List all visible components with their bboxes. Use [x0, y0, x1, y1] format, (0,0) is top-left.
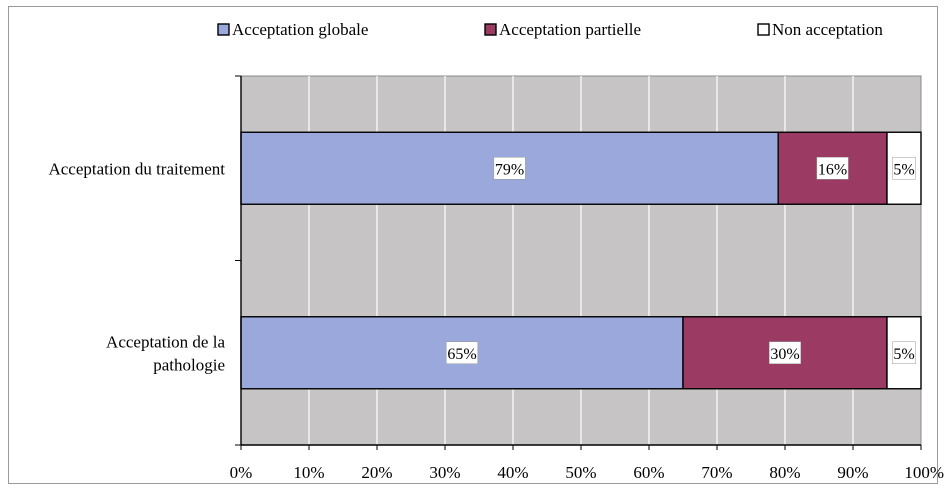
category-label: Acceptation du traitement: [48, 159, 225, 178]
data-label: 65%: [447, 346, 476, 363]
data-label-box: [816, 157, 849, 180]
legend-label: Acceptation globale: [232, 20, 368, 39]
x-tick-label: 0%: [230, 463, 253, 482]
x-tick-label: 70%: [701, 463, 732, 482]
data-label: 30%: [770, 346, 799, 363]
data-label: 5%: [893, 161, 914, 178]
x-tick-label: 40%: [497, 463, 528, 482]
x-tick-label: 10%: [293, 463, 324, 482]
bar-segment: [240, 131, 779, 205]
x-tick-label: 30%: [429, 463, 460, 482]
data-label: 16%: [818, 161, 847, 178]
legend-swatch: [217, 23, 230, 36]
data-label-box: [892, 341, 916, 364]
data-label-box: [892, 157, 916, 180]
x-tick-label: 50%: [565, 463, 596, 482]
data-label: 5%: [893, 346, 914, 363]
legend-swatch: [484, 23, 497, 36]
data-label-box: [446, 341, 478, 364]
data-label: 79%: [495, 161, 524, 178]
x-tick-label: 60%: [633, 463, 664, 482]
x-tick-label: 90%: [837, 463, 868, 482]
x-tick-label: 80%: [769, 463, 800, 482]
legend-label: Acceptation partielle: [499, 20, 641, 39]
data-label-box: [493, 157, 526, 180]
category-label: pathologie: [153, 355, 225, 374]
legend-swatch: [757, 23, 770, 36]
legend-label: Non acceptation: [772, 20, 883, 39]
data-label-box: [769, 341, 801, 364]
category-label: Acceptation de la: [106, 332, 225, 351]
x-tick-label: 100%: [904, 463, 944, 482]
x-tick-label: 20%: [361, 463, 392, 482]
bar-segment: [240, 316, 684, 390]
